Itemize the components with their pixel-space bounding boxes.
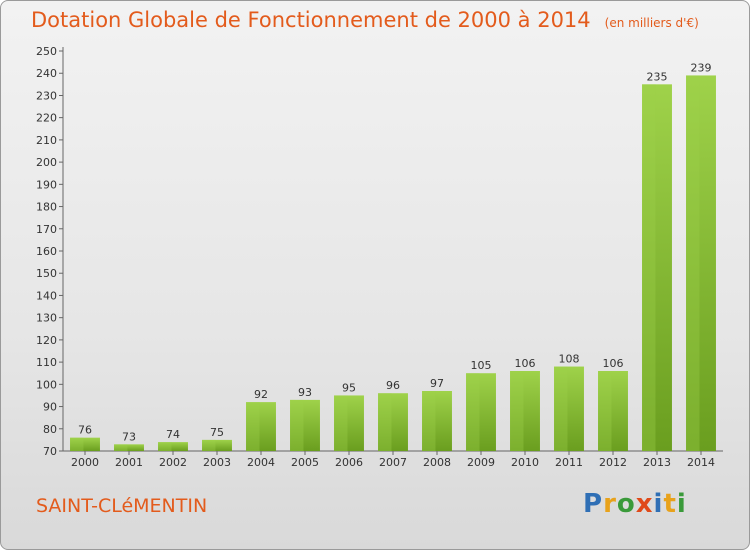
chart-title-block: Dotation Globale de Fonctionnement de 20… [31,8,699,32]
x-tick-label: 2000 [71,456,99,469]
unit-note: (en milliers d'€) [604,16,699,30]
bar [158,442,188,451]
bar [466,373,496,451]
logo-letter: i [676,489,687,519]
bar-highlight [598,371,612,451]
x-tick-label: 2012 [599,456,627,469]
bar-value-label: 106 [603,357,624,370]
bar-highlight [114,444,128,451]
x-tick-label: 2010 [511,456,539,469]
y-tick-label: 190 [36,178,57,191]
bar-value-label: 93 [298,386,312,399]
y-tick-label: 150 [36,267,57,280]
x-tick-label: 2007 [379,456,407,469]
y-tick-label: 100 [36,378,57,391]
bar-highlight [290,399,304,451]
logo-letter: P [583,489,604,519]
bar-highlight [334,395,348,451]
bar-value-label: 92 [254,388,268,401]
y-tick-label: 140 [36,289,57,302]
bar [510,371,540,451]
bar-value-label: 95 [342,381,356,394]
bar-value-label: 97 [430,377,444,390]
logo-letter: o [616,489,636,519]
x-tick-label: 2002 [159,456,187,469]
bar [554,366,584,451]
x-tick-label: 2009 [467,456,495,469]
logo-letter: i [653,489,664,519]
bar-highlight [378,393,392,451]
x-tick-label: 2006 [335,456,363,469]
logo-letter: t [663,489,677,519]
x-tick-label: 2003 [203,456,231,469]
bar-value-label: 239 [691,61,712,74]
y-tick-label: 200 [36,156,57,169]
y-tick-label: 210 [36,134,57,147]
bar [290,399,320,451]
bar [114,444,144,451]
bar-value-label: 106 [515,357,536,370]
bar-value-label: 76 [78,424,92,437]
bar [202,439,232,451]
y-tick-label: 130 [36,312,57,325]
bar-value-label: 73 [122,430,136,443]
bar-highlight [422,391,436,451]
y-tick-label: 220 [36,112,57,125]
proxiti-logo: Proxiti [583,489,687,519]
bar-value-label: 96 [386,379,400,392]
bar-highlight [466,373,480,451]
y-tick-label: 170 [36,223,57,236]
x-tick-label: 2014 [687,456,715,469]
y-tick-label: 230 [36,89,57,102]
y-tick-label: 160 [36,245,57,258]
bar [598,371,628,451]
bar-highlight [510,371,524,451]
bar [334,395,364,451]
logo-letter: x [635,489,654,519]
commune-name: SAINT-CLéMENTIN [36,495,208,517]
bar [422,391,452,451]
x-tick-label: 2013 [643,456,671,469]
y-tick-label: 90 [43,401,57,414]
x-tick-label: 2011 [555,456,583,469]
bar-value-label: 108 [559,353,580,366]
bar-highlight [246,402,260,451]
x-tick-label: 2005 [291,456,319,469]
bar-highlight [642,84,656,451]
bar-value-label: 235 [647,70,668,83]
bar-value-label: 74 [166,428,180,441]
bar [70,437,100,451]
bar-highlight [554,366,568,451]
bar [246,402,276,451]
y-tick-label: 250 [36,45,57,58]
y-tick-label: 70 [43,445,57,458]
chart-title: Dotation Globale de Fonctionnement de 20… [31,8,591,32]
y-tick-label: 120 [36,334,57,347]
y-tick-label: 180 [36,201,57,214]
bar-value-label: 105 [471,359,492,372]
x-tick-label: 2004 [247,456,275,469]
y-tick-label: 80 [43,423,57,436]
bar-value-label: 75 [210,426,224,439]
bar-highlight [70,437,84,451]
bar-highlight [686,75,700,451]
x-tick-label: 2008 [423,456,451,469]
bar [642,84,672,451]
y-tick-label: 240 [36,67,57,80]
bar [686,75,716,451]
bar [378,393,408,451]
x-tick-label: 2001 [115,456,143,469]
bar-highlight [158,442,172,451]
y-tick-label: 110 [36,356,57,369]
bar-highlight [202,439,216,451]
logo-letter: r [603,489,617,519]
